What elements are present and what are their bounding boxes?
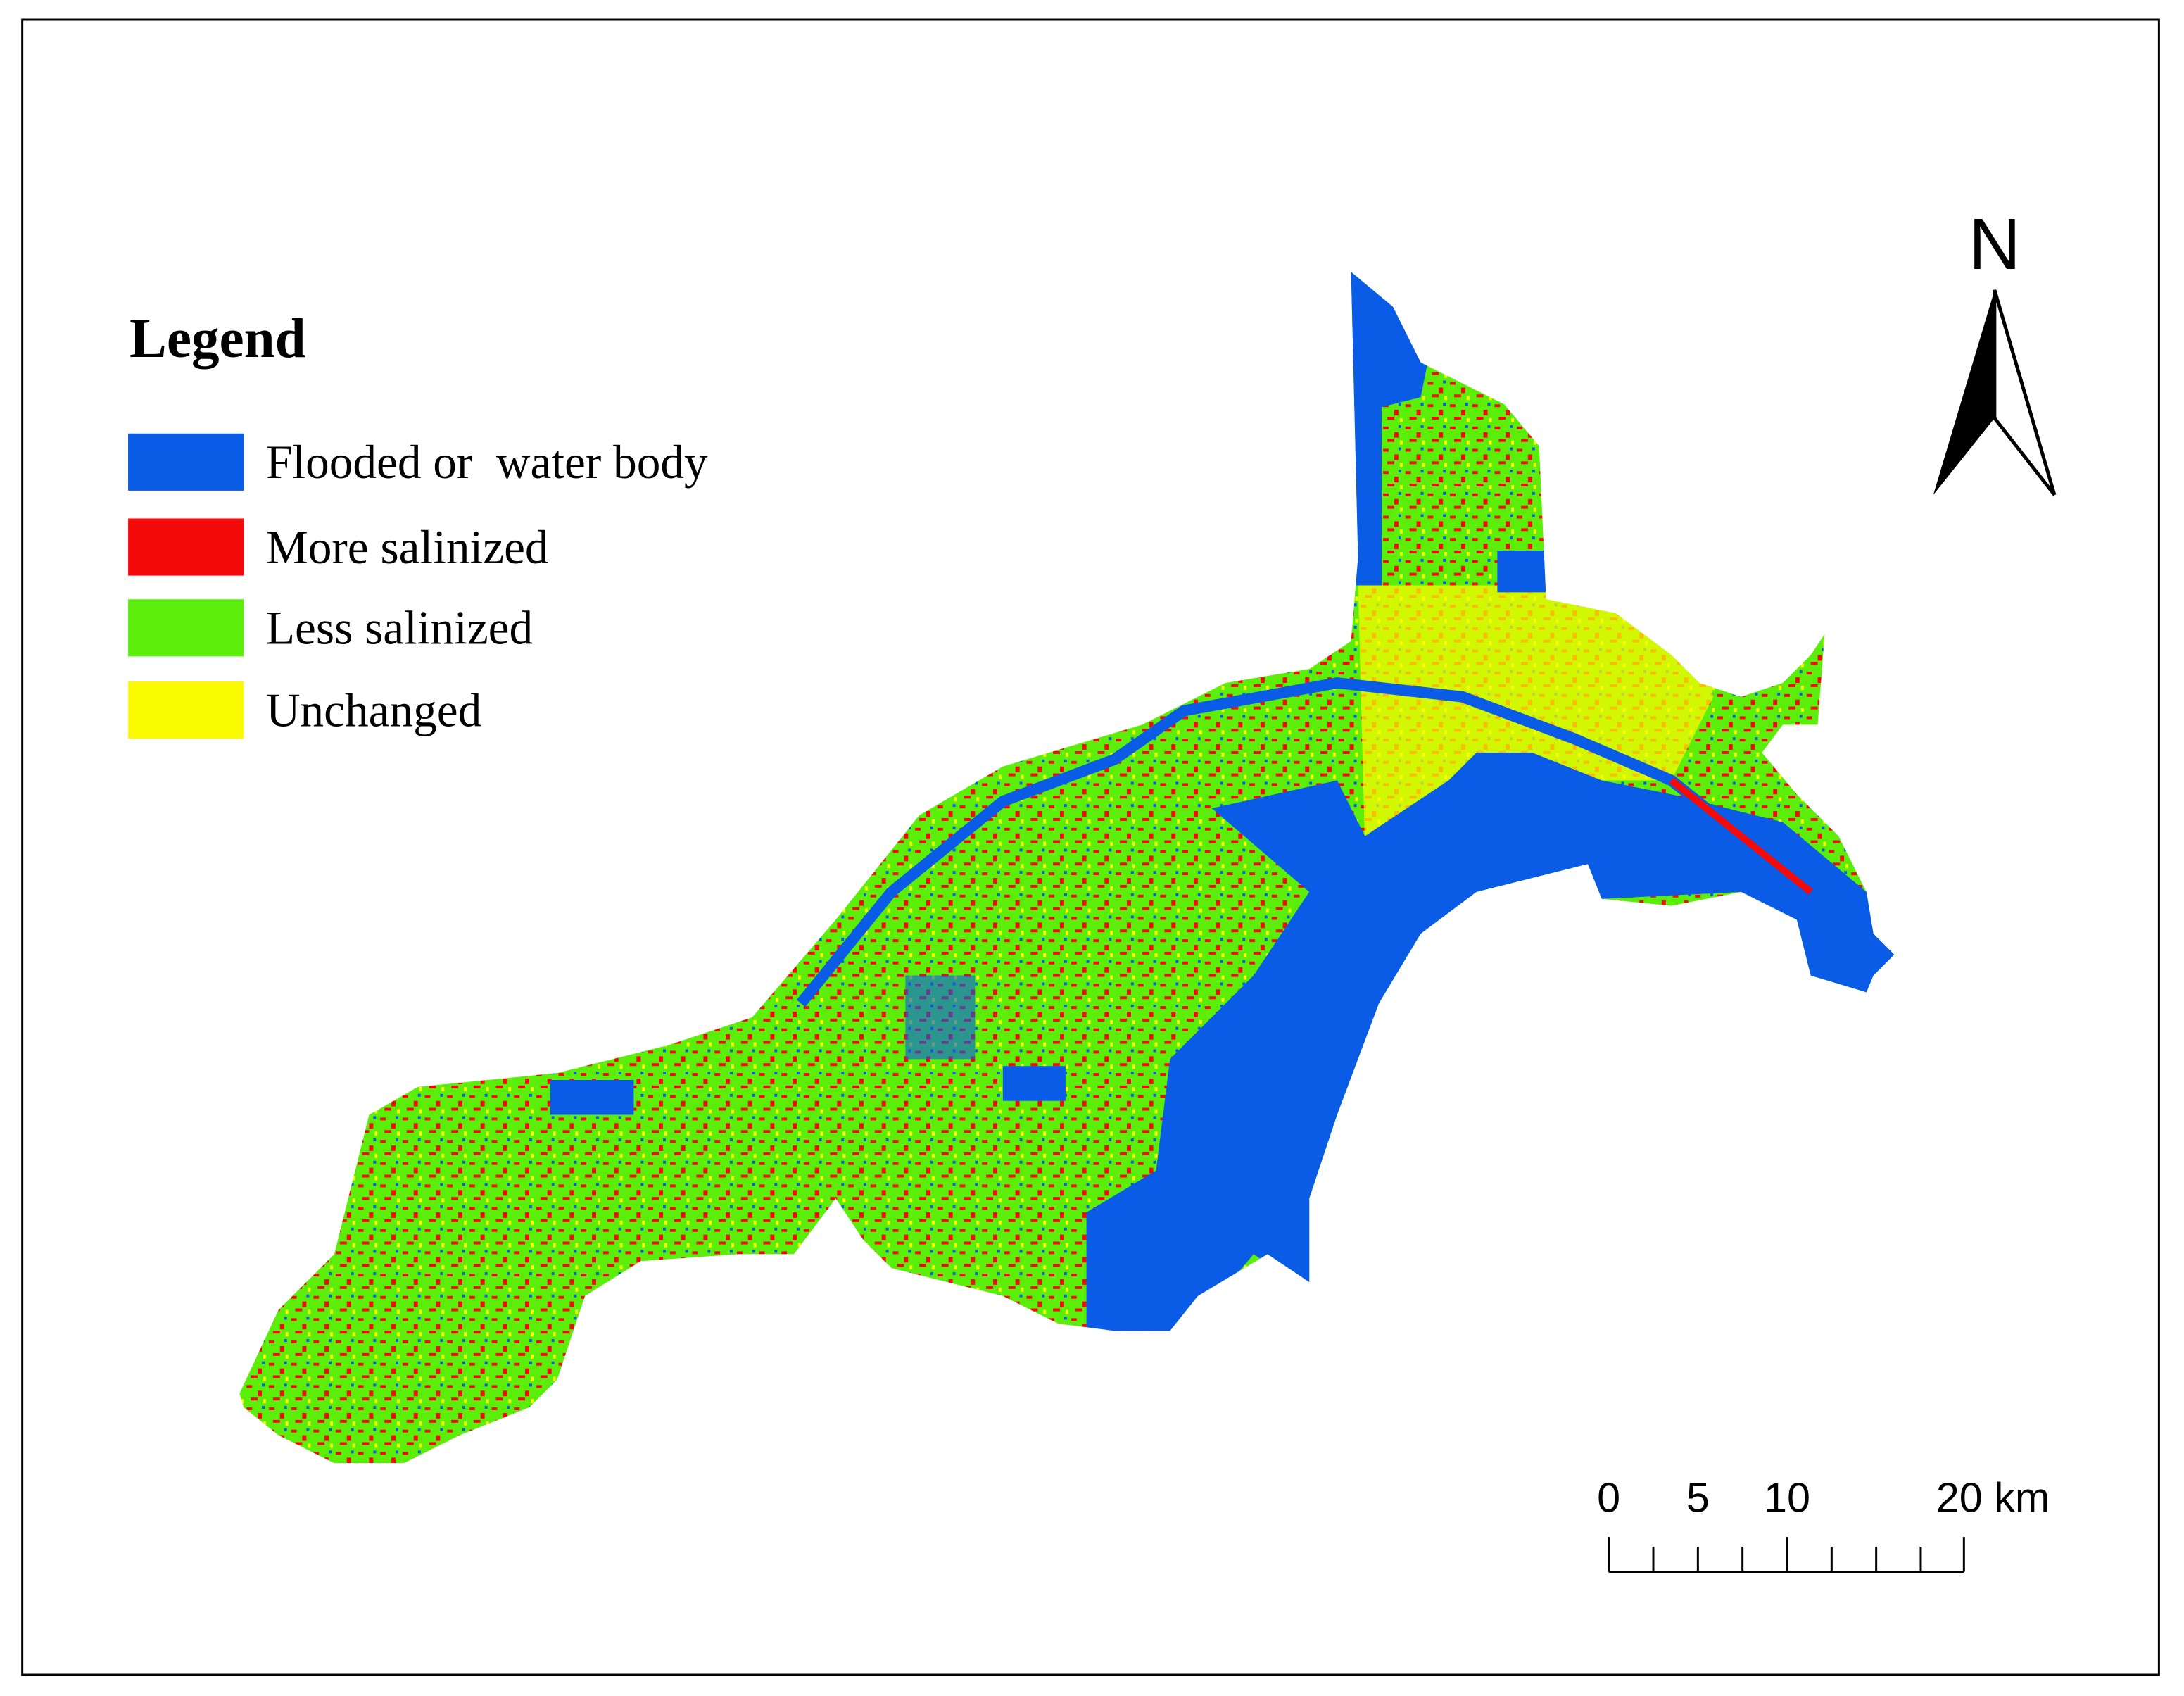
legend-swatch	[128, 433, 244, 491]
north-label: N	[1969, 203, 2021, 284]
water-patch	[1002, 1066, 1066, 1101]
scale-bar: 0 5 10 20 km	[1597, 1474, 2050, 1573]
scale-label: 20 km	[1936, 1474, 2050, 1521]
legend-label: Unchanged	[266, 684, 481, 736]
legend-swatch	[128, 599, 244, 657]
legend-label: Flooded or water body	[266, 436, 708, 489]
water-patch	[1497, 550, 1546, 593]
legend: Flooded or water body More salinized Less …	[128, 433, 708, 739]
river-bank	[1669, 777, 1813, 895]
water-patch	[905, 975, 976, 1060]
legend-swatch	[128, 518, 244, 576]
north-arrow-right	[1993, 289, 2057, 496]
scale-label: 5	[1686, 1474, 1710, 1521]
scale-label: 10	[1764, 1474, 1810, 1521]
legend-title: Legend	[130, 308, 306, 370]
river	[796, 677, 1814, 1007]
map-frame	[21, 18, 2160, 1676]
north-arrow-left	[1933, 289, 1995, 495]
water-zone	[1086, 752, 1895, 1338]
scale-label: 0	[1597, 1474, 1620, 1521]
legend-swatch	[128, 681, 244, 739]
legend-label: Less salinized	[266, 602, 533, 655]
water-patch	[550, 1079, 634, 1115]
legend-label: More salinized	[266, 521, 549, 574]
water-zone	[1337, 272, 1428, 586]
